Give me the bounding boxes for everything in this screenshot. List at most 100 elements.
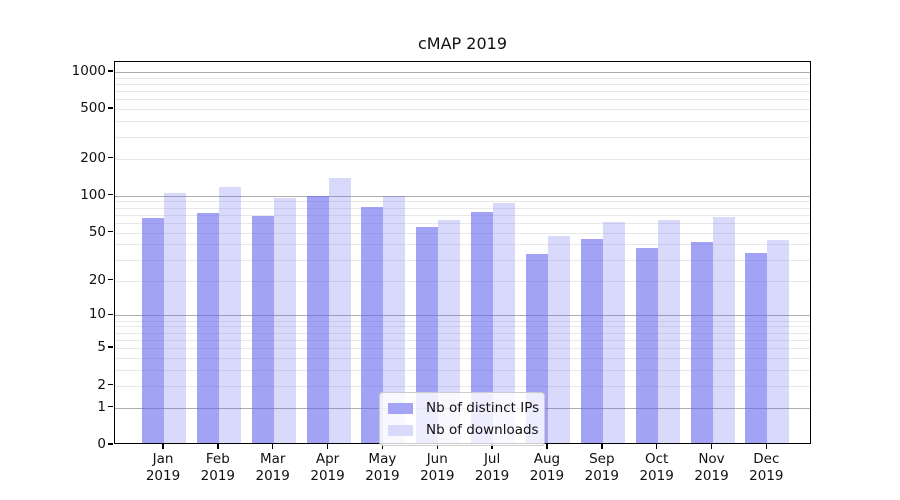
x-tick-label: Nov 2019 <box>694 451 729 484</box>
x-tick-label: Jun 2019 <box>420 451 455 484</box>
bar-distinct-ips-jun-2019 <box>416 226 439 443</box>
y-tick-label: 5 <box>97 339 106 356</box>
gridline-minor <box>115 222 810 224</box>
x-tick-mark <box>436 444 438 449</box>
gridline-minor <box>115 259 810 261</box>
y-tick-mark <box>108 313 113 316</box>
y-tick-label: 50 <box>88 223 106 240</box>
x-tick-label: Apr 2019 <box>310 451 345 484</box>
y-tick-label: 1000 <box>71 62 106 79</box>
x-tick-label: Sep 2019 <box>584 451 619 484</box>
gridline-minor <box>115 109 810 111</box>
gridline-minor <box>115 280 810 282</box>
x-tick-mark <box>217 444 219 449</box>
gridline-minor <box>115 244 810 246</box>
bar-downloads-sep-2019 <box>602 221 625 443</box>
bar-downloads-mar-2019 <box>273 198 296 443</box>
legend-item-downloads: Nb of downloads <box>388 422 539 438</box>
gridline-minor <box>115 121 810 123</box>
gridline-minor <box>115 83 810 85</box>
y-tick-mark <box>108 70 113 72</box>
legend: Nb of distinct IPs Nb of downloads <box>379 392 545 446</box>
x-tick-mark <box>162 444 164 449</box>
legend-item-distinct-ips: Nb of distinct IPs <box>388 400 539 416</box>
gridline-minor <box>115 348 810 350</box>
gridline-minor <box>115 91 810 93</box>
y-tick-mark <box>108 346 113 348</box>
bar-distinct-ips-may-2019 <box>361 207 384 443</box>
x-tick-mark <box>546 444 548 449</box>
y-tick-mark <box>108 107 113 109</box>
gridline-minor <box>115 332 810 334</box>
bar-downloads-jun-2019 <box>438 220 461 443</box>
bar-downloads-dec-2019 <box>767 239 790 443</box>
y-tick-label: 200 <box>80 149 106 166</box>
x-tick-label: Mar 2019 <box>255 451 290 484</box>
bar-downloads-apr-2019 <box>328 178 351 443</box>
y-tick-label: 10 <box>88 306 106 323</box>
x-tick-mark <box>710 444 713 449</box>
x-tick-label: Dec 2019 <box>749 451 784 484</box>
legend-label-distinct-ips: Nb of distinct IPs <box>426 400 540 416</box>
bar-distinct-ips-sep-2019 <box>580 238 603 443</box>
y-tick-mark <box>108 156 113 159</box>
plot-area: Nb of distinct IPs Nb of downloads <box>114 61 811 446</box>
gridline-major <box>115 195 810 197</box>
bar-distinct-ips-oct-2019 <box>635 247 658 443</box>
bar-distinct-ips-dec-2019 <box>745 252 768 443</box>
x-tick-mark <box>381 444 384 449</box>
gridline-minor <box>115 370 810 372</box>
x-tick-label: Aug 2019 <box>529 451 565 484</box>
x-tick-mark <box>765 444 768 449</box>
x-tick-mark <box>601 444 603 449</box>
y-tick-mark <box>108 230 113 233</box>
y-tick-mark <box>108 193 113 196</box>
chart-title: cMAP 2019 <box>418 34 507 53</box>
bar-downloads-feb-2019 <box>218 186 241 443</box>
gridline-minor <box>115 158 810 160</box>
y-tick-label: 1 <box>97 398 106 415</box>
gridline-minor <box>115 214 810 216</box>
y-tick-label: 500 <box>80 100 106 117</box>
bar-downloads-aug-2019 <box>547 236 570 443</box>
x-tick-mark <box>491 444 493 449</box>
gridline-major <box>115 315 810 317</box>
x-tick-mark <box>271 444 274 449</box>
bar-distinct-ips-jan-2019 <box>142 217 164 443</box>
x-tick-label: Jul 2019 <box>474 451 510 484</box>
gridline-minor <box>115 201 810 203</box>
bar-distinct-ips-apr-2019 <box>306 196 329 443</box>
y-tick-label: 2 <box>97 376 106 393</box>
x-tick-label: May 2019 <box>365 451 400 484</box>
gridline-minor <box>115 358 810 360</box>
y-tick-mark <box>108 405 113 408</box>
bar-distinct-ips-mar-2019 <box>251 215 274 443</box>
gridline-minor <box>115 77 810 79</box>
bar-distinct-ips-feb-2019 <box>196 212 219 443</box>
x-tick-label: Jan 2019 <box>145 451 181 484</box>
bar-downloads-may-2019 <box>383 196 406 443</box>
gridline-major <box>115 71 810 73</box>
x-tick-label: Feb 2019 <box>200 451 236 484</box>
legend-label-downloads: Nb of downloads <box>426 422 539 438</box>
y-tick-mark <box>108 443 113 445</box>
gridline-minor <box>115 232 810 234</box>
legend-swatch-downloads <box>388 424 413 436</box>
gridline-minor <box>115 207 810 209</box>
bar-downloads-jul-2019 <box>493 203 516 443</box>
y-tick-mark <box>108 383 113 386</box>
y-tick-label: 20 <box>88 271 106 288</box>
x-tick-label: Oct 2019 <box>639 451 674 484</box>
y-tick-mark <box>108 278 113 281</box>
gridline-minor <box>115 326 810 328</box>
gridline-minor <box>115 339 810 341</box>
y-tick-label: 100 <box>80 186 106 203</box>
x-tick-mark <box>326 444 329 449</box>
bar-downloads-jan-2019 <box>164 192 186 443</box>
y-tick-label: 0 <box>97 436 106 452</box>
bar-distinct-ips-jul-2019 <box>471 212 494 443</box>
gridline-minor <box>115 320 810 322</box>
bar-distinct-ips-nov-2019 <box>690 242 713 443</box>
x-tick-mark <box>655 444 658 449</box>
